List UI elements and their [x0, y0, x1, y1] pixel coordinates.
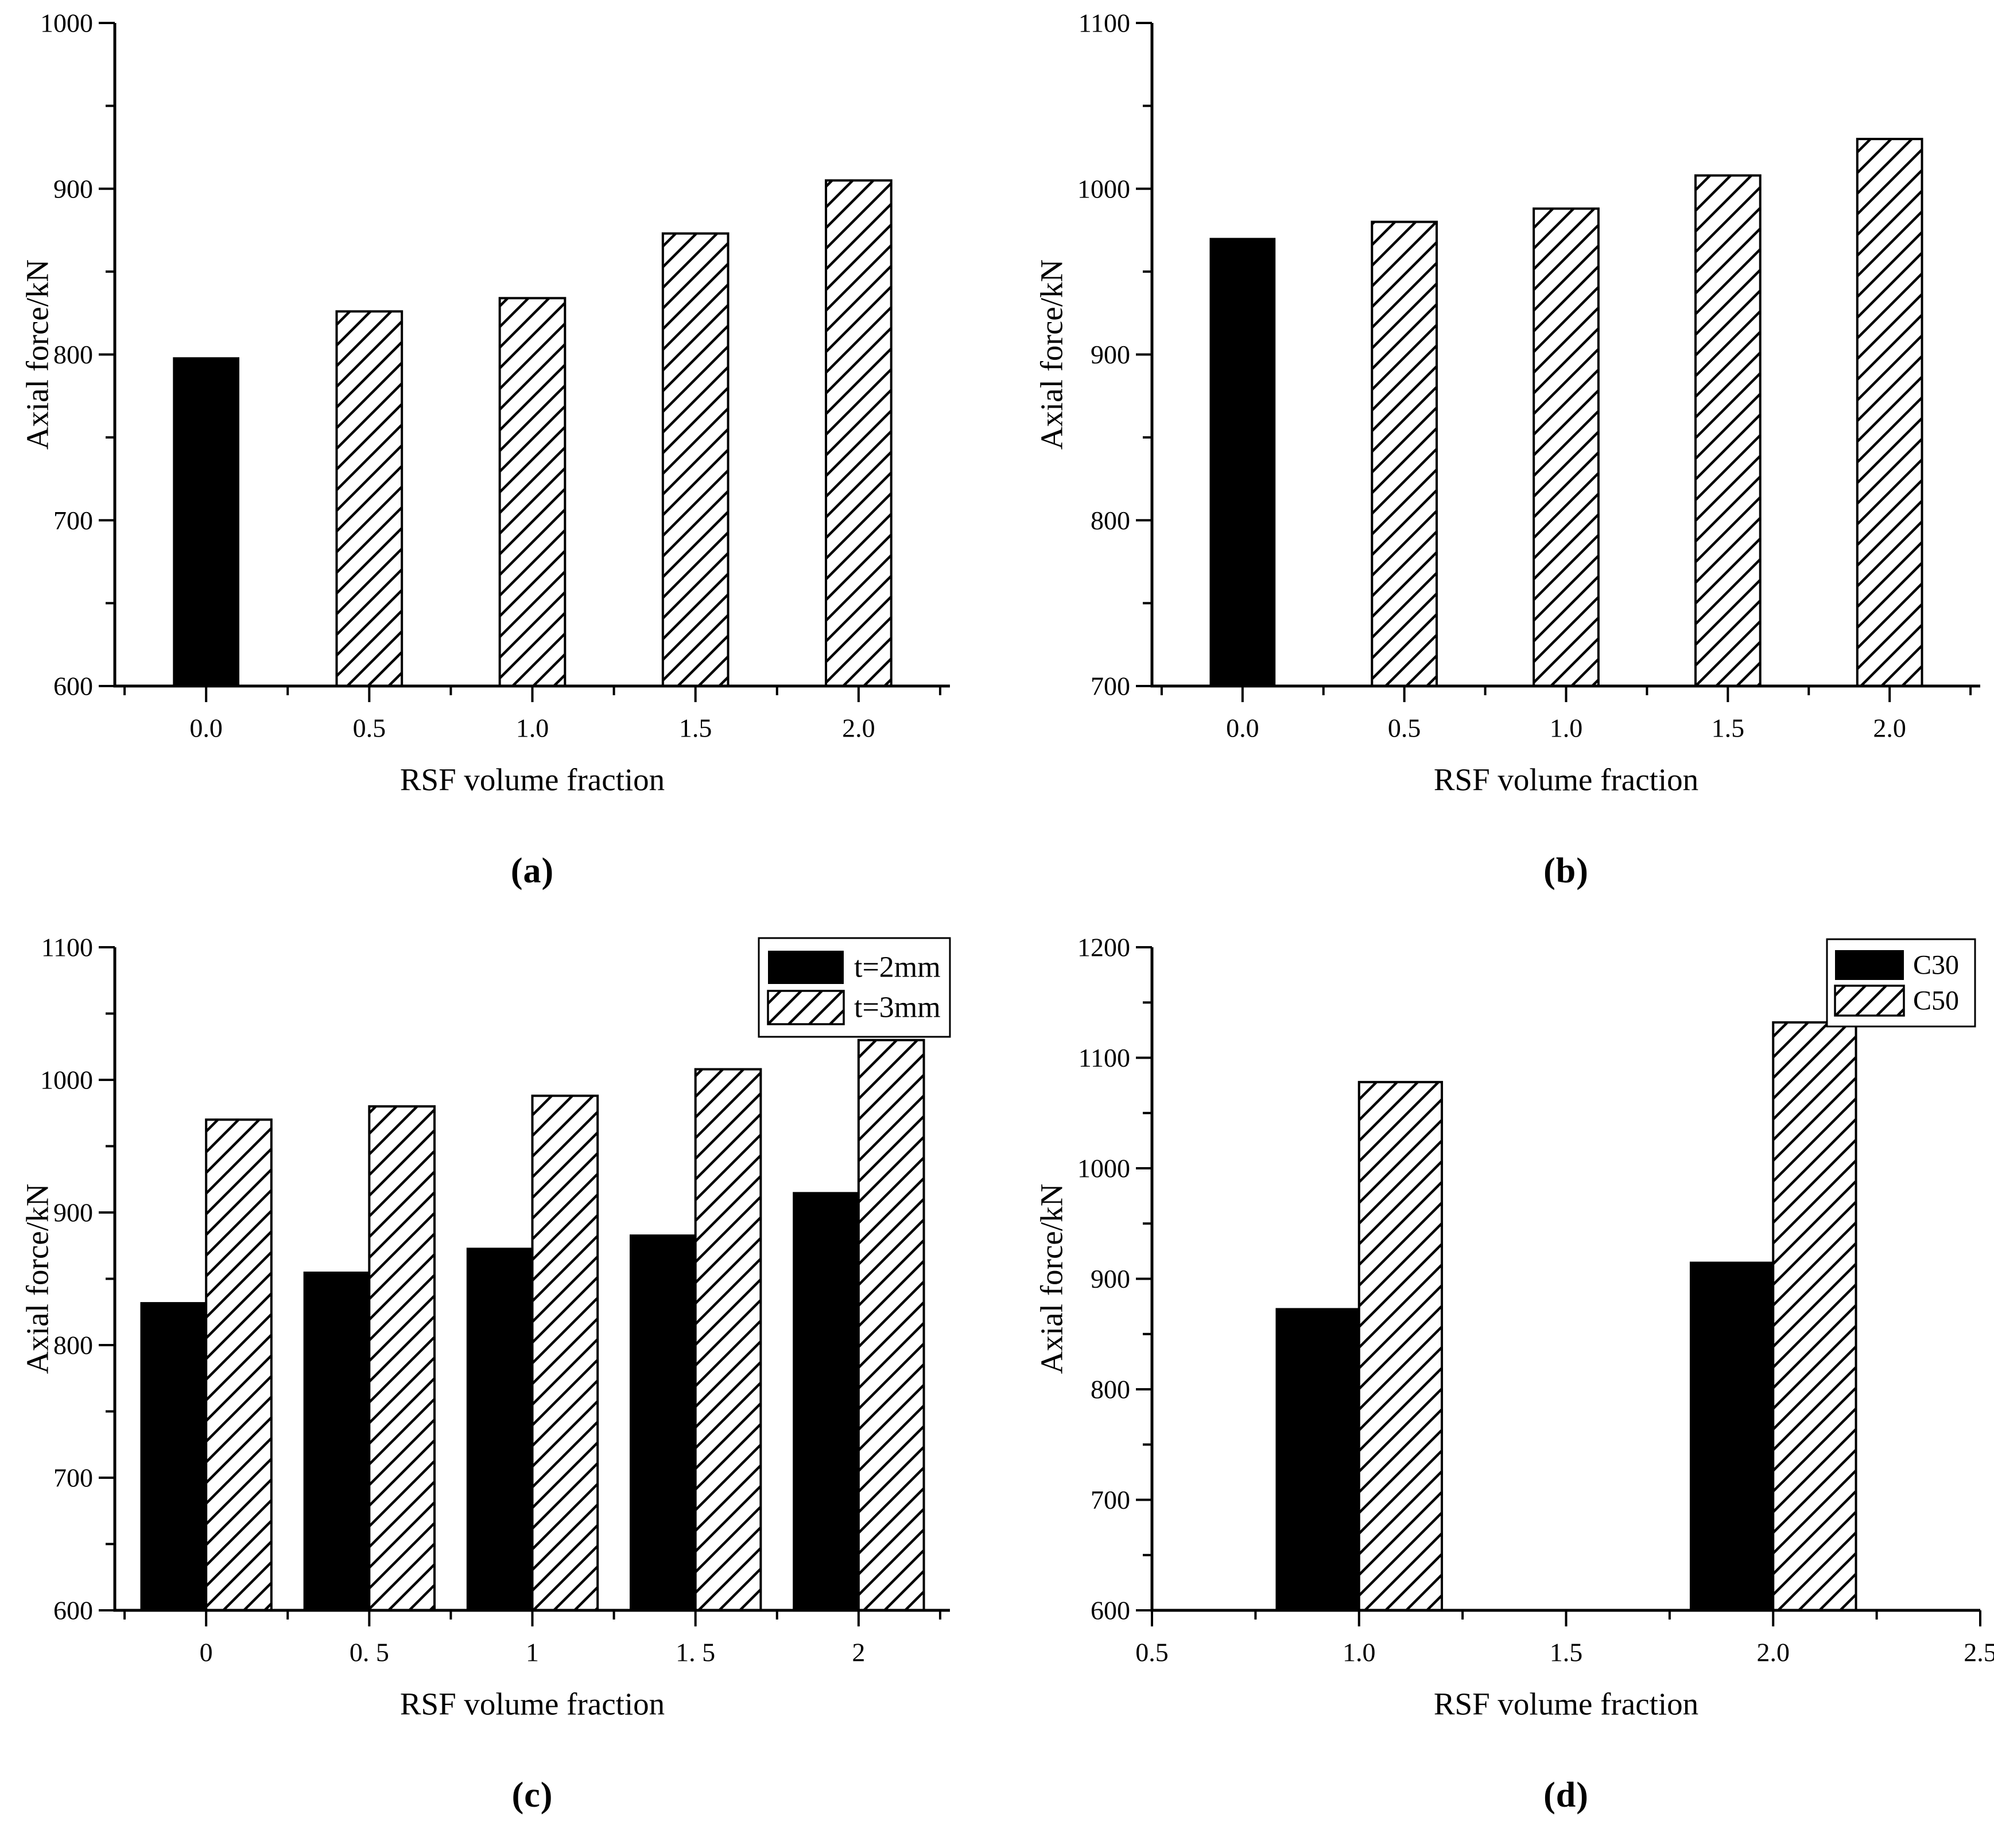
y-tick-label: 900: [53, 1198, 93, 1227]
bar-t=2mm-0.5: [303, 1271, 370, 1611]
legend: t=2mm t=3mm: [758, 937, 951, 1038]
y-tick-label: 600: [53, 1596, 93, 1625]
x-tick-label: 1.5: [1550, 1638, 1583, 1667]
panel-b-chart: 700 800 900 1000 1100 0.0 0.5 1.0 1.5 2.0 RSF volu…: [1034, 9, 1980, 797]
panel-b: 700 800 900 1000 1100 0.0 0.5 1.0 1.5 2.0 RSF volu…: [997, 0, 1994, 924]
panel-d-caption: (d): [1543, 1776, 1589, 1815]
legend-label: C50: [1913, 986, 1959, 1016]
panel-c-chart: 600 700 800 900 1000 1100 0 0. 5 1 1. 5 2 RSF volum…: [20, 933, 951, 1722]
x-tick-label: 1. 5: [676, 1638, 715, 1667]
panel-b-caption: (b): [1543, 851, 1589, 890]
panel-d: 600 700 800 900 1000 1100 1200 0.5 1.0 1.5 2.0 2.5 R…: [997, 924, 1994, 1848]
x-tick-label: 0.0: [189, 714, 223, 743]
y-tick-label: 800: [53, 1331, 93, 1360]
bars-panel-b: [1209, 138, 1923, 687]
x-tick-label: 2.0: [842, 714, 875, 743]
bar-series-0: [1209, 238, 1276, 687]
y-tick-label: 1000: [1077, 1154, 1130, 1183]
y-tick-label: 1100: [1079, 1043, 1130, 1072]
y-tick-label: 1000: [1077, 174, 1130, 203]
y-tick-label: 1000: [40, 9, 93, 38]
legend-label: t=3mm: [854, 991, 941, 1024]
x-axis-title: RSF volume fraction: [1434, 762, 1698, 797]
x-tick-label: 0. 5: [350, 1638, 389, 1667]
y-tick-label: 900: [1091, 340, 1130, 369]
panel-c-caption: (c): [511, 1776, 553, 1815]
legend-swatch-hatch: [1834, 985, 1905, 1017]
x-axis-title: RSF volume fraction: [1434, 1687, 1698, 1722]
x-tick-label: 2: [852, 1638, 865, 1667]
legend-swatch-solid: [1835, 950, 1904, 980]
bars-panel-a: [173, 179, 893, 687]
x-tick-label: 0: [200, 1638, 213, 1667]
x-tick-label: 1.0: [1550, 714, 1583, 743]
y-tick-label: 900: [53, 174, 93, 203]
y-tick-label: 800: [53, 340, 93, 369]
panel-a-caption: (a): [510, 851, 554, 890]
y-tick-label: 700: [53, 506, 93, 535]
panel-a-chart: 600 700 800 900 1000 0.0 0.5 1.0 1.5 2.0 RSF volum…: [20, 9, 950, 797]
panel-c: 600 700 800 900 1000 1100 0 0. 5 1 1. 5 2 RSF volum…: [0, 924, 997, 1848]
x-axis-title: RSF volume fraction: [400, 762, 665, 797]
x-tick-label: 2.0: [1873, 714, 1906, 743]
y-tick-label: 700: [1091, 1485, 1130, 1514]
y-tick-label: 700: [53, 1463, 93, 1493]
x-tick-label: 2.5: [1964, 1638, 1994, 1667]
y-axis-title: Axial force/kN: [20, 1184, 55, 1374]
x-tick-label: 0.0: [1226, 714, 1259, 743]
bar-t=2mm-2: [793, 1192, 859, 1611]
x-tick-label: 1.0: [516, 714, 549, 743]
axes: 700 800 900 1000 1100 0.0 0.5 1.0 1.5 2.0: [1077, 9, 1980, 743]
bar-C30-2: [1689, 1261, 1774, 1611]
y-tick-label: 1100: [1079, 9, 1130, 38]
x-tick-label: 0.5: [353, 714, 386, 743]
y-tick-label: 700: [1091, 672, 1130, 701]
bar-t=2mm-0: [140, 1302, 207, 1611]
x-tick-label: 1.0: [1343, 1638, 1376, 1667]
x-tick-label: 1.5: [679, 714, 712, 743]
x-axis-title: RSF volume fraction: [400, 1687, 665, 1722]
y-tick-label: 600: [53, 672, 93, 701]
y-axis-title: Axial force/kN: [20, 259, 55, 450]
bars-panel-c: [140, 1039, 925, 1612]
axes: 600 700 800 900 1000 1100 1200 0.5 1.0 1.5 2.0 2.5: [1077, 933, 1994, 1667]
y-axis-title: Axial force/kN: [1034, 1184, 1069, 1374]
x-tick-label: 0.5: [1388, 714, 1421, 743]
bar-C30-1: [1275, 1308, 1360, 1611]
legend-swatch-hatch: [767, 990, 845, 1025]
legend-swatch-solid: [768, 951, 844, 984]
x-tick-label: 1.5: [1712, 714, 1745, 743]
bar-t=2mm-1.5: [630, 1234, 696, 1611]
y-tick-label: 600: [1091, 1596, 1130, 1625]
x-tick-label: 2.0: [1757, 1638, 1790, 1667]
y-tick-label: 800: [1091, 1375, 1130, 1404]
bar-series-0: [173, 357, 239, 687]
legend-label: C30: [1913, 950, 1959, 981]
axes: 600 700 800 900 1000 1100 0 0. 5 1 1. 5 2: [40, 933, 950, 1667]
y-tick-label: 1100: [41, 933, 93, 962]
legend-label: t=2mm: [854, 951, 941, 984]
y-tick-label: 900: [1091, 1264, 1130, 1293]
panel-a: 600 700 800 900 1000 0.0 0.5 1.0 1.5 2.0 RSF volum…: [0, 0, 997, 924]
y-tick-label: 1000: [40, 1066, 93, 1095]
y-axis-title: Axial force/kN: [1034, 259, 1069, 450]
x-tick-label: 0.5: [1135, 1638, 1169, 1667]
panel-d-chart: 600 700 800 900 1000 1100 1200 0.5 1.0 1.5 2.0 2.5 R…: [1034, 933, 1994, 1722]
y-tick-label: 800: [1091, 506, 1130, 535]
axes: 600 700 800 900 1000 0.0 0.5 1.0 1.5 2.0: [40, 9, 950, 743]
bar-t=2mm-1: [466, 1248, 533, 1611]
y-tick-label: 1200: [1077, 933, 1130, 962]
bars-panel-d: [1275, 1021, 1857, 1612]
x-tick-label: 1: [526, 1638, 539, 1667]
